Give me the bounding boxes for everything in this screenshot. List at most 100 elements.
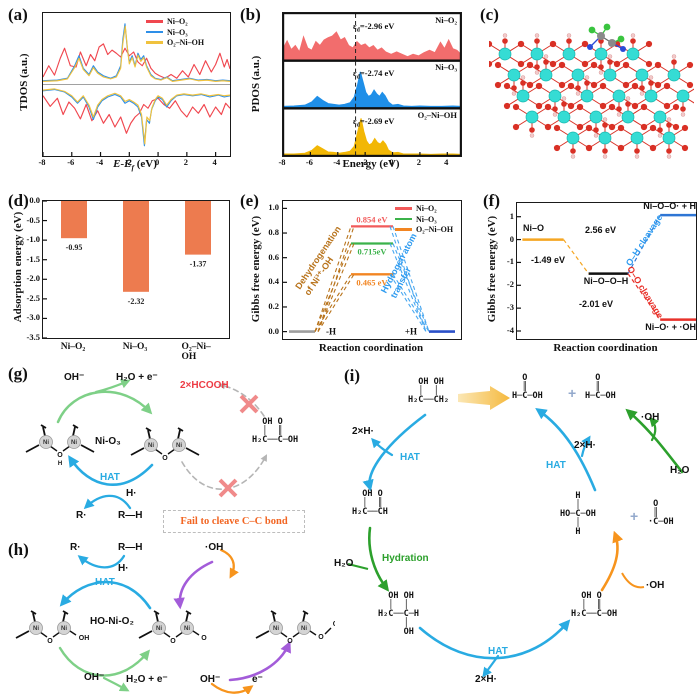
tick-label: 0.0	[29, 195, 40, 205]
circle-shape	[553, 124, 561, 132]
path-shape	[228, 640, 291, 682]
tick-label: -4	[506, 325, 514, 335]
panel-e: (e) Gibbs free energy (eV) 0.854 eV 0.715…	[233, 175, 473, 360]
path-shape	[219, 548, 239, 579]
legend-label: Ni–O₂	[167, 17, 188, 26]
tdos-chart	[42, 23, 231, 156]
path-shape	[210, 682, 254, 694]
ni-atom	[507, 68, 521, 82]
legend-label: O₂–Ni–OH	[167, 38, 205, 47]
line-shape	[15, 630, 30, 639]
line-shape	[49, 445, 58, 452]
plus-sign-1: +	[568, 385, 577, 401]
line-shape	[145, 427, 152, 432]
circle-shape	[144, 438, 158, 452]
circle-shape	[622, 81, 630, 89]
legend-swatch	[146, 20, 163, 23]
circle-shape	[654, 81, 662, 89]
text-shape: Ni	[156, 626, 162, 632]
line-shape	[175, 631, 184, 638]
tick-label: -2	[506, 279, 514, 290]
line-shape	[192, 630, 200, 636]
line-shape	[147, 429, 151, 440]
line-shape	[279, 631, 288, 638]
circle-shape	[666, 122, 672, 128]
oh-radical-label-i-right: ·OH	[641, 412, 660, 423]
circle-shape	[648, 80, 654, 86]
line-shape	[154, 448, 163, 455]
circle-shape	[602, 154, 608, 159]
water-electron-label: H₂O + e⁻	[116, 372, 158, 383]
text-shape: O	[201, 635, 207, 642]
panel-h-label: (h)	[8, 540, 29, 559]
circle-shape	[649, 124, 657, 132]
line-shape	[317, 274, 355, 332]
tick-label: 2	[183, 157, 188, 167]
ni-bridge-structure: Ni Ni O OH	[15, 610, 89, 645]
ni-atom	[653, 110, 667, 124]
text-shape: O	[170, 638, 176, 645]
panel-b-xlabel: Energy (eV)	[342, 158, 400, 170]
circle-shape	[494, 61, 502, 69]
ni-bridge-structure: Ni Ni OH	[25, 424, 95, 467]
line-shape	[309, 630, 317, 636]
legend-swatch	[395, 207, 412, 210]
legend-swatch	[395, 228, 412, 231]
hat-label-i-mid: HAT	[546, 460, 566, 471]
circle-shape	[576, 103, 584, 111]
circle-shape	[681, 144, 689, 152]
panel-e-xlabel: Reaction coordination	[318, 342, 424, 354]
tick-label: 0.6	[268, 251, 279, 262]
circle-shape	[686, 61, 694, 69]
circle-shape	[544, 103, 552, 111]
circle-shape	[561, 101, 567, 107]
line-shape	[302, 612, 306, 623]
plus-sign-2: +	[630, 508, 639, 524]
subpanel-name-3: O₂–Ni–OH	[417, 110, 457, 120]
text-shape: Ni	[301, 626, 307, 632]
circle-shape	[567, 82, 575, 90]
rect-shape	[282, 60, 462, 109]
panel-e-plot-frame: 0.854 eV 0.715eV 0.465 eV -H +H	[282, 200, 462, 340]
circle-shape	[634, 148, 640, 154]
delta-1: -1.49 eV	[531, 255, 566, 265]
circle-shape	[672, 123, 680, 131]
legend-label: Ni–O₃	[167, 27, 188, 37]
tick-label: -6	[67, 157, 75, 167]
rh-label-h: R—H	[118, 542, 143, 553]
circle-shape	[558, 81, 566, 89]
circle-shape	[575, 91, 581, 96]
circle-shape	[625, 101, 631, 107]
circle-shape	[29, 621, 43, 635]
path-shape	[282, 71, 462, 109]
circle-shape	[590, 81, 598, 89]
panel-a-label: (a)	[8, 5, 28, 24]
tick-label: 2	[416, 157, 422, 167]
formic-acid-molecule-1: O ║ H─C─OH	[512, 373, 543, 401]
panel-e-yticks: 1.0 0.8 0.6 0.4 0.2 0.0	[255, 200, 279, 338]
path-shape	[649, 416, 660, 442]
path-shape	[625, 408, 684, 474]
bar-1	[123, 201, 149, 292]
ni-atom	[557, 110, 571, 124]
circle-shape	[666, 117, 672, 122]
circle-shape	[529, 133, 535, 138]
line-shape	[185, 612, 189, 623]
water-label-right: H₂O	[670, 465, 690, 476]
line-shape	[40, 424, 47, 429]
line-shape	[389, 226, 427, 332]
circle-shape	[566, 33, 572, 38]
nio3-center-label: Ni-O₃	[95, 436, 121, 447]
circle-shape	[503, 82, 511, 90]
tick-label: -8	[38, 157, 46, 167]
legend-label: Ni–O₃	[416, 214, 437, 224]
line-shape	[30, 610, 37, 615]
circle-shape	[631, 102, 639, 110]
line-shape	[185, 447, 200, 456]
panel-e-legend-item-1: Ni–O₃	[395, 215, 453, 224]
level-niooh-label: Ni–O–O–H	[583, 276, 629, 286]
circle-shape	[680, 112, 686, 117]
panel-b-label: (b)	[240, 5, 261, 24]
panel-c: (c)	[473, 0, 700, 175]
circle-shape	[630, 38, 636, 44]
